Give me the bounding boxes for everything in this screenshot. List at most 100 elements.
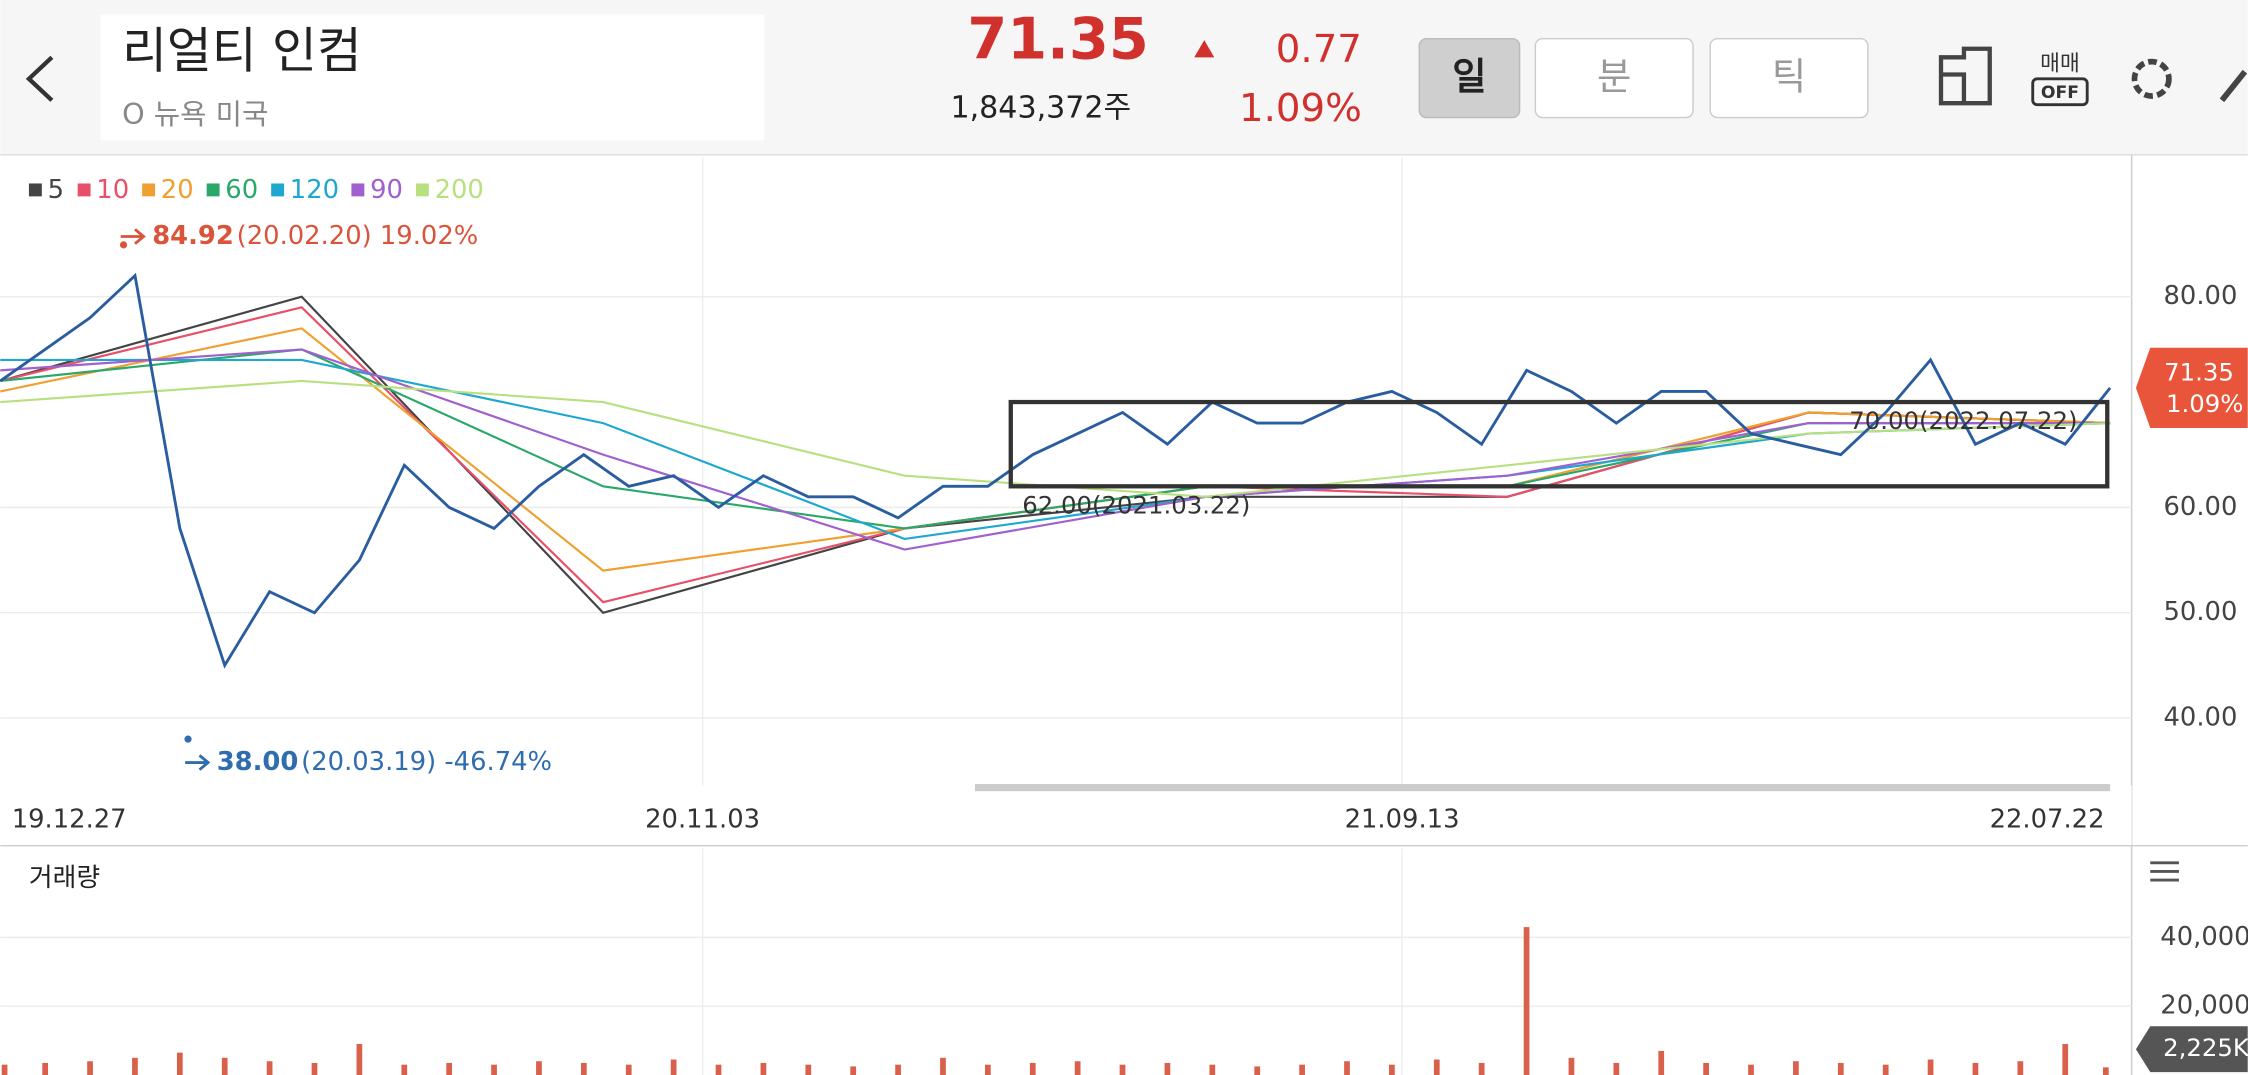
settings-icon[interactable] — [2131, 58, 2172, 99]
volume-bar — [850, 1066, 857, 1075]
volume-bar — [2017, 1061, 2024, 1075]
volume-title: 거래량 — [29, 863, 100, 893]
ma-line — [0, 358, 2111, 541]
change-pct: 1.09% — [1239, 86, 1362, 131]
price-line — [0, 272, 2112, 669]
tab-day[interactable] — [1418, 37, 1521, 119]
legend-swatch — [28, 183, 42, 197]
legend-label: 90 — [370, 175, 403, 205]
volume-bar — [984, 1064, 991, 1075]
volume-bar — [42, 1062, 49, 1075]
volume-bar — [1344, 1061, 1350, 1075]
volume-bar — [491, 1064, 497, 1075]
y-tick-label: 80.00 — [2164, 281, 2238, 311]
volume-bar — [1209, 1064, 1216, 1075]
legend-swatch — [415, 183, 429, 197]
volume-bar — [1748, 1064, 1754, 1075]
volume-bar — [132, 1057, 138, 1075]
legend-label: 20 — [161, 175, 194, 205]
volume-bar — [625, 1064, 632, 1075]
volume-bar — [1119, 1064, 1126, 1075]
last-price-tag — [2135, 347, 2248, 428]
trade-label: 매매 — [2040, 52, 2080, 77]
legend-swatch — [351, 183, 365, 197]
legend-swatch — [271, 183, 285, 197]
tab-minute[interactable] — [1534, 37, 1694, 119]
volume-bar — [1568, 1057, 1575, 1075]
range-low-label: 62.00(2021.03.22) — [1022, 490, 1250, 519]
volume-bar — [2102, 1067, 2109, 1075]
volume-bar — [580, 1062, 587, 1075]
volume-bar — [1882, 1064, 1889, 1075]
last-price: 71.35 — [2164, 357, 2234, 386]
volume-bar — [1074, 1061, 1081, 1075]
title-box[interactable] — [100, 14, 765, 141]
volume-bar — [1927, 1059, 1934, 1075]
range-box — [1008, 399, 2110, 489]
volume-bar — [356, 1044, 363, 1075]
volume-bar — [1613, 1062, 1620, 1075]
ma-line — [0, 306, 2111, 604]
volume-bar — [266, 1061, 273, 1075]
day-volume: 1,843,372주 — [950, 90, 1131, 125]
volume-bar — [401, 1064, 408, 1075]
note-arrow — [185, 754, 211, 771]
extreme-marker — [119, 241, 128, 249]
back-button[interactable] — [25, 55, 54, 102]
volume-bar — [895, 1064, 901, 1075]
volume-bar — [715, 1064, 722, 1075]
volume-bar — [1523, 927, 1530, 1075]
scrollbar[interactable] — [974, 784, 2111, 792]
volume-bar — [760, 1062, 767, 1075]
volume-bar — [1433, 1059, 1440, 1075]
tab-label: 분 — [1597, 54, 1631, 98]
stock-subtitle: O 뉴욕 미국 — [122, 97, 268, 131]
y-tick-label: 20,000 — [2160, 991, 2248, 1021]
volume-bar — [805, 1064, 812, 1075]
tool-icon[interactable] — [2219, 69, 2248, 103]
legend-swatch — [142, 183, 156, 197]
y-tick-label: 60.00 — [2164, 492, 2238, 522]
menu-icon[interactable] — [2150, 861, 2179, 882]
layout-icon[interactable] — [1938, 46, 1992, 106]
legend-swatch — [77, 183, 91, 197]
stock-title: 리얼티 인컴 — [122, 23, 362, 79]
volume-bar — [940, 1057, 946, 1075]
note-detail: (20.02.20) 19.02% — [237, 221, 479, 251]
volume-bar — [1837, 1062, 1844, 1075]
note-value: 38.00 — [217, 747, 299, 777]
note-value: 84.92 — [152, 221, 234, 251]
volume-bar — [221, 1057, 228, 1075]
x-tick-label: 22.07.22 — [1990, 804, 2105, 834]
note-arrow — [120, 228, 146, 245]
tab-tick[interactable] — [1709, 37, 1869, 119]
trade-toggle[interactable] — [2031, 77, 2089, 107]
volume-bar — [1793, 1061, 1799, 1075]
volume-bar — [446, 1062, 453, 1075]
y-tick-label: 50.00 — [2164, 597, 2238, 627]
tab-label: 틱 — [1772, 54, 1806, 98]
volume-bar — [311, 1062, 318, 1075]
ma-line — [0, 348, 2111, 530]
ma-line — [0, 348, 2111, 551]
volume-bar — [670, 1059, 677, 1075]
ma-line — [0, 327, 2111, 572]
volume-bar — [1299, 1064, 1305, 1075]
change: 0.77 — [1276, 27, 1362, 72]
volume-tag — [2135, 1026, 2248, 1073]
volume-bar — [536, 1061, 542, 1075]
up-triangle — [1194, 40, 1215, 58]
volume-last: 2,225K — [2163, 1033, 2248, 1062]
volume-bar — [1972, 1062, 1979, 1075]
volume-bar — [176, 1052, 183, 1075]
x-tick-label: 19.12.27 — [12, 804, 127, 834]
volume-bar — [1703, 1062, 1709, 1075]
volume-bar — [1164, 1062, 1171, 1075]
last-pct: 1.09% — [2166, 389, 2243, 418]
x-tick-label: 20.11.03 — [645, 804, 760, 834]
y-tick-label: 40.00 — [2164, 703, 2238, 733]
legend-label: 10 — [96, 175, 129, 205]
